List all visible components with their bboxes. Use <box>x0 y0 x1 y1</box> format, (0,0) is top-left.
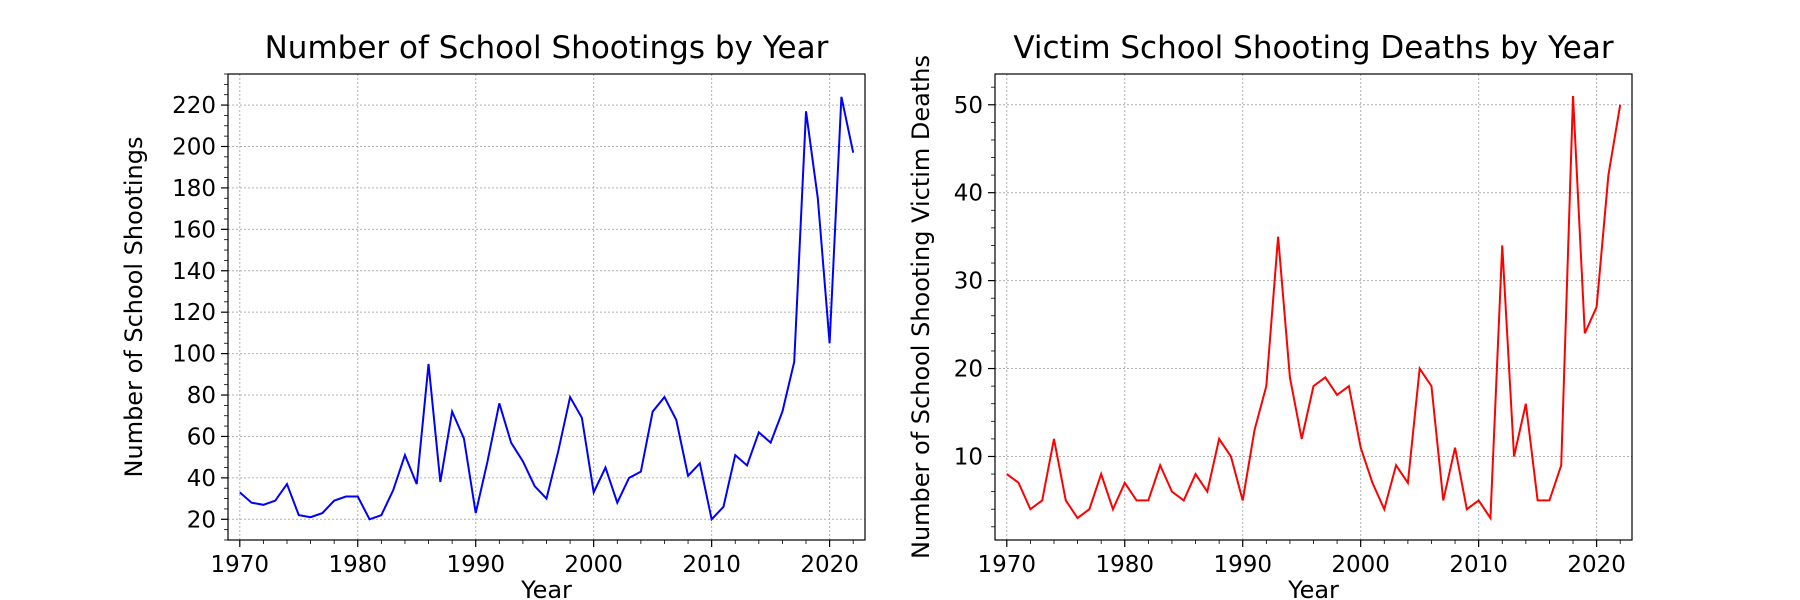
deaths-x-tick-label: 2000 <box>1331 552 1390 578</box>
shootings-y-tick-label: 220 <box>172 93 216 119</box>
shootings-y-tick-label: 80 <box>187 383 216 409</box>
shootings-x-tick-label: 2000 <box>564 552 623 578</box>
shootings-chart: 1970 1980 1990 2000 2010 20202040608010012014… <box>120 30 866 600</box>
shootings-y-axis-label: Number of School Shootings <box>120 137 148 478</box>
shootings-y-tick-label: 140 <box>172 259 216 285</box>
shootings-x-tick-label: 2010 <box>682 552 741 578</box>
deaths-y-tick-label: 30 <box>954 269 983 295</box>
shootings-chart-title: Number of School Shootings by Year <box>265 30 829 66</box>
deaths-y-tick-label: 20 <box>954 357 983 383</box>
shootings-x-tick-label: 1970 <box>211 552 270 578</box>
shootings-y-tick-label: 60 <box>187 424 216 450</box>
shootings-plot-frame <box>227 73 866 541</box>
deaths-x-tick-label: 1970 <box>978 552 1037 578</box>
deaths-x-tick-label: 2020 <box>1567 552 1626 578</box>
shootings-y-tick-label: 20 <box>187 507 216 533</box>
shootings-y-tick-label: 200 <box>172 134 216 160</box>
shootings-x-tick-label: 2020 <box>800 552 859 578</box>
shootings-series-line <box>239 96 855 522</box>
deaths-chart: 1970 1980 1990 2000 2010 2020 10 20 30 40 50 Victi… <box>907 30 1633 600</box>
deaths-x-axis-label: Year <box>1287 576 1339 600</box>
deaths-chart-title: Victim School Shooting Deaths by Year <box>1013 30 1613 66</box>
deaths-x-tick-label: 1990 <box>1213 552 1272 578</box>
deaths-y-axis-label: Number of School Shooting Victim Deaths <box>907 55 935 559</box>
deaths-y-tick-label: 50 <box>954 93 983 119</box>
deaths-y-tick-label: 40 <box>954 181 983 207</box>
shootings-y-tick-label: 100 <box>172 342 216 368</box>
deaths-series-line <box>1006 95 1622 522</box>
shootings-x-tick-label: 1990 <box>446 552 505 578</box>
deaths-x-tick-label: 1980 <box>1095 552 1154 578</box>
shootings-x-axis-label: Year <box>520 576 572 600</box>
shootings-y-tick-label: 180 <box>172 176 216 202</box>
shootings-x-tick-label: 1980 <box>328 552 387 578</box>
deaths-plot-frame <box>994 73 1633 541</box>
deaths-y-tick-label: 10 <box>954 444 983 470</box>
shootings-y-tick-label: 160 <box>172 217 216 243</box>
shootings-y-tick-label: 40 <box>187 466 216 492</box>
shootings-y-tick-label: 120 <box>172 300 216 326</box>
deaths-x-tick-label: 2010 <box>1449 552 1508 578</box>
